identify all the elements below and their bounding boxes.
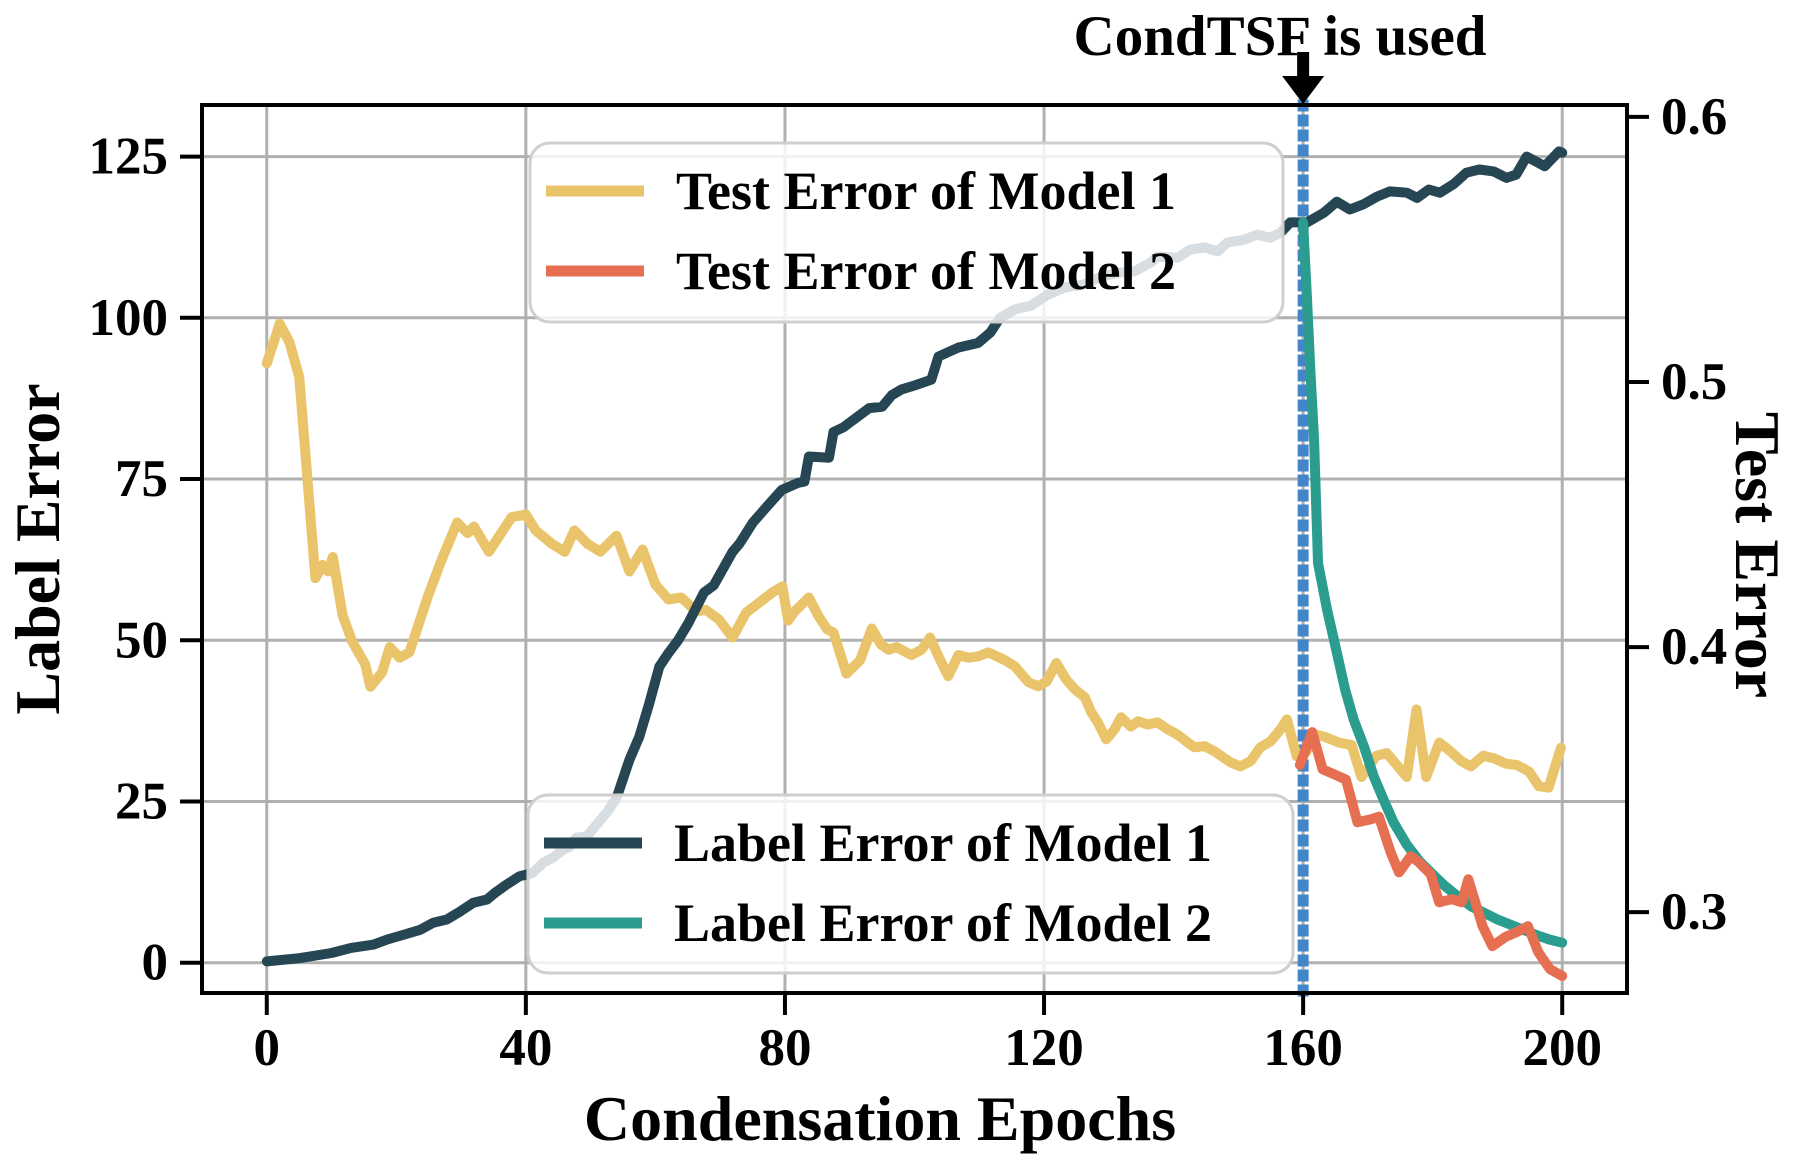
series-line-test-error-of-model-2 [1294,727,1568,981]
y-tick-label-right: 0.3 [1661,883,1727,941]
x-tick-label: 160 [1263,1019,1343,1077]
x-tick-label: 0 [254,1019,281,1077]
series-line-test-error-of-model-1 [261,318,1566,793]
y-axis-label-left: Label Error [2,383,73,715]
annotation-text: CondTSF is used [1073,5,1487,68]
y-tick-label-left: 125 [89,128,169,186]
y-tick-label-left: 25 [115,772,168,830]
legend-box [526,793,1295,975]
y-tick-label-left: 50 [115,611,168,669]
x-tick-label: 200 [1522,1019,1602,1077]
x-axis-label: Condensation Epochs [583,1083,1177,1154]
y-axis-label-right: Test Error [1722,411,1793,699]
x-tick-label: 40 [499,1019,552,1077]
series-line-label-error-of-model-2 [1298,217,1568,948]
annotation-arrow [1282,52,1325,104]
legend-box [528,141,1285,324]
y-tick-label-left: 100 [89,289,169,347]
y-tick-label-right: 0.6 [1661,88,1727,146]
x-tick-label: 80 [758,1019,811,1077]
legend-label: Label Error of Model 2 [674,893,1212,953]
y-tick-label-left: 0 [142,934,169,992]
legend-label: Test Error of Model 1 [676,161,1176,221]
legend-label: Label Error of Model 1 [674,813,1212,873]
x-tick-label: 120 [1004,1019,1084,1077]
legend-label: Test Error of Model 2 [676,241,1176,301]
y-tick-label-right: 0.4 [1661,618,1727,676]
y-tick-label-right: 0.5 [1661,353,1727,411]
y-tick-label-left: 75 [115,450,168,508]
plot-border [200,103,1629,995]
